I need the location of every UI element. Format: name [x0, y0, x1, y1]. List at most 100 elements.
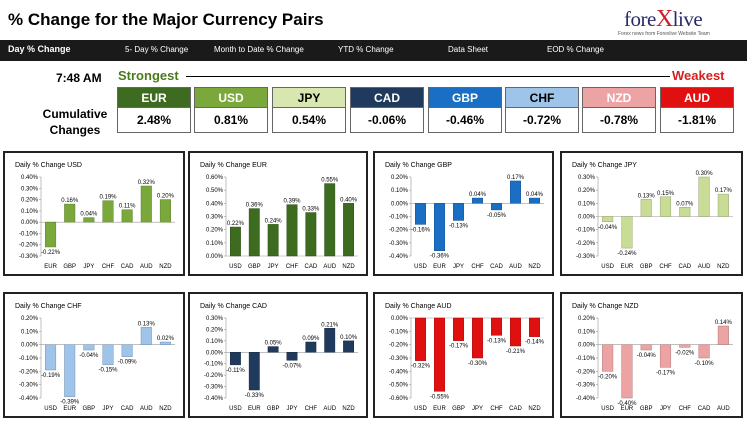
y-tick-label: -0.30%: [576, 254, 596, 260]
chart-usd: Daily % Change USD 0.40% 0.30% 0.20% 0.10% 0.…: [3, 151, 185, 276]
data-label: -0.13%: [487, 338, 507, 344]
data-label: 0.30%: [696, 171, 714, 177]
x-tick-label: NZD: [528, 406, 541, 412]
currency-value: 0.81%: [194, 108, 268, 133]
x-tick-label: NZD: [159, 406, 172, 412]
chart-svg: Daily % Change AUD 0.00% -0.10% -0.20% -0.30…: [385, 303, 545, 412]
data-label: 0.04%: [469, 192, 487, 198]
y-tick-label: 0.00%: [578, 215, 596, 221]
chart-chf: Daily % Change CHF 0.20% 0.10% 0.00% -0.10% -…: [3, 292, 185, 418]
bar-chf: [472, 197, 483, 204]
x-tick-label: NZD: [342, 264, 355, 270]
bar-aud: [324, 183, 336, 257]
x-tick-label: CHF: [102, 264, 115, 270]
chart-gbp: Daily % Change GBP 0.20% 0.10% 0.00% -0.10% -…: [373, 151, 554, 276]
currency-box-jpy: JPY 0.54%: [272, 87, 346, 133]
y-tick-label: 0.20%: [21, 316, 39, 322]
nav-day-change[interactable]: Day % Change: [8, 44, 71, 54]
data-label: 0.04%: [526, 192, 544, 198]
data-label: -0.04%: [637, 353, 657, 359]
x-tick-label: CAD: [490, 264, 503, 270]
y-tick-label: 0.20%: [578, 188, 596, 194]
x-tick-label: GBP: [640, 406, 653, 412]
currency-code: USD: [194, 87, 268, 108]
data-label: 0.13%: [638, 193, 656, 199]
bar-cad: [491, 203, 502, 211]
x-tick-label: JPY: [660, 406, 671, 412]
bar-jpy: [102, 344, 114, 365]
y-tick-label: 0.00%: [206, 350, 224, 356]
data-label: 0.02%: [157, 336, 175, 342]
bar-usd: [415, 203, 426, 225]
bar-nzd: [529, 197, 540, 204]
strongest-label: Strongest: [118, 68, 179, 83]
bar-nzd: [159, 199, 171, 223]
x-tick-label: GBP: [248, 264, 261, 270]
bar-eur: [434, 203, 445, 251]
forexlive-logo[interactable]: foreXlive Forex news from Forexlive Webs…: [614, 6, 724, 38]
bar-usd: [229, 226, 241, 257]
nav-ytd-change[interactable]: YTD % Change: [338, 45, 394, 54]
data-label: -0.24%: [617, 251, 637, 257]
nav-5day-change[interactable]: 5- Day % Change: [125, 45, 189, 54]
y-tick-label: -0.40%: [19, 396, 39, 402]
bar-chf: [659, 196, 672, 217]
x-tick-label: USD: [601, 264, 614, 270]
currency-box-eur: EUR 2.48%: [117, 87, 191, 133]
data-label: -0.33%: [245, 393, 265, 399]
y-tick-label: -0.20%: [576, 241, 596, 247]
x-tick-label: AUD: [140, 406, 153, 412]
data-label: -0.55%: [430, 394, 450, 400]
y-tick-label: 0.10%: [21, 209, 39, 215]
y-tick-label: 0.00%: [578, 343, 596, 349]
chart-svg: Daily % Change CHF 0.20% 0.10% 0.00% -0.10% -…: [15, 303, 175, 412]
data-label: 0.36%: [246, 203, 264, 209]
nav-data-sheet[interactable]: Data Sheet: [448, 45, 489, 54]
bar-chf: [491, 317, 502, 336]
bar-nzd: [343, 203, 355, 257]
y-tick-label: 0.10%: [21, 329, 39, 335]
chart-svg: Daily % Change CAD 0.30% 0.20% 0.10% 0.00% -0…: [200, 303, 358, 412]
bar-gbp: [640, 199, 652, 217]
chart-title: Daily % Change JPY: [572, 162, 637, 169]
chart-svg: Daily % Change EUR0.60%0.50%0.40%0.30%0.…: [200, 162, 358, 270]
currency-value: -0.46%: [428, 108, 502, 133]
bar-nzd: [529, 317, 540, 337]
bar-chf: [679, 344, 691, 348]
x-tick-label: NZD: [342, 406, 355, 412]
nav-month-to-date[interactable]: Month to Date % Change: [214, 45, 304, 54]
y-tick-label: 0.30%: [578, 175, 596, 181]
bar-usd: [415, 317, 426, 361]
bar-cad: [121, 209, 133, 223]
y-tick-label: -0.60%: [389, 396, 409, 402]
currency-code: AUD: [660, 87, 734, 108]
currency-code: CHF: [505, 87, 579, 108]
x-tick-label: GBP: [267, 406, 280, 412]
y-tick-label: -0.10%: [204, 362, 224, 368]
header: % Change for the Major Currency Pairs fo…: [0, 0, 747, 40]
y-tick-label: -0.30%: [389, 356, 409, 362]
bar-chf: [286, 204, 298, 257]
data-label: -0.14%: [525, 340, 545, 346]
x-tick-label: GBP: [83, 406, 96, 412]
x-tick-label: AUD: [509, 264, 522, 270]
x-tick-label: EUR: [621, 406, 634, 412]
bar-usd: [602, 216, 614, 223]
y-tick-label: -0.20%: [19, 243, 39, 249]
logo-tagline: Forex news from Forexlive Website Team: [618, 31, 710, 37]
x-tick-label: CHF: [490, 406, 503, 412]
x-tick-label: EUR: [433, 406, 446, 412]
x-tick-label: JPY: [268, 264, 279, 270]
x-tick-label: AUD: [323, 264, 336, 270]
x-tick-label: CHF: [286, 264, 299, 270]
y-tick-label: -0.30%: [576, 383, 596, 389]
data-label: 0.16%: [61, 198, 79, 204]
x-tick-label: USD: [414, 264, 427, 270]
data-label: 0.15%: [657, 191, 675, 197]
x-tick-label: USD: [44, 406, 57, 412]
nav-eod-change[interactable]: EOD % Change: [547, 45, 604, 54]
x-tick-label: CAD: [509, 406, 522, 412]
update-time: 7:48 AM: [56, 71, 102, 85]
data-label: 0.33%: [302, 207, 320, 213]
chart-title: Daily % Change AUD: [385, 303, 452, 310]
